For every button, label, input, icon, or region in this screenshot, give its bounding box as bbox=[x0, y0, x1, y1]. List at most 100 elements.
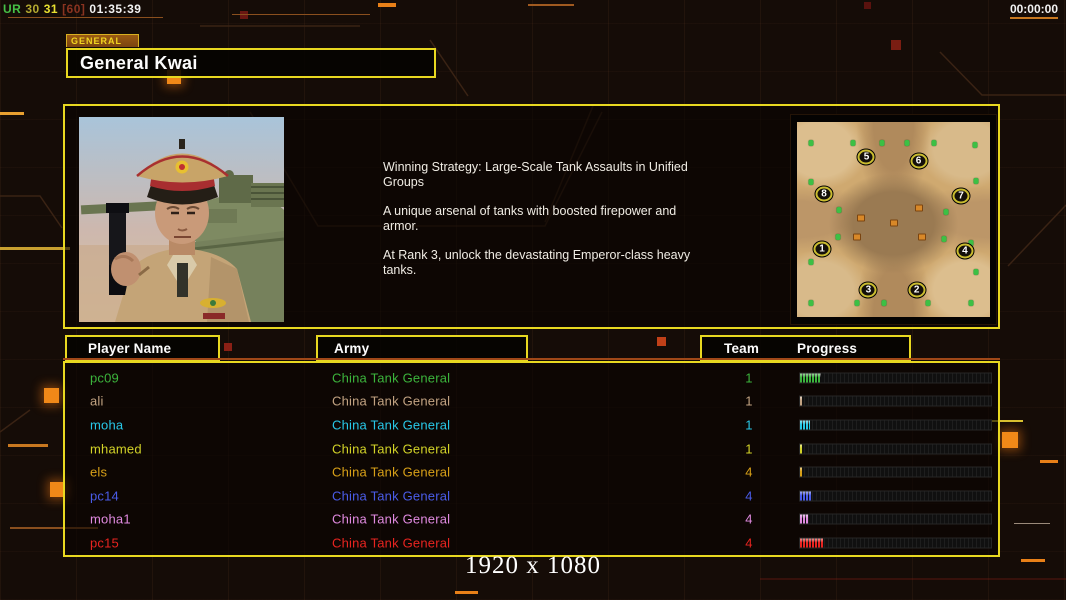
match-timer-value: 00:00:00 bbox=[1009, 2, 1058, 16]
player-name: pc14 bbox=[90, 488, 119, 504]
general-description: Winning Strategy: Large-Scale Tank Assau… bbox=[383, 160, 713, 292]
minimap-supply-dot bbox=[856, 214, 865, 222]
column-header-team-progress: Team Progress bbox=[700, 335, 911, 361]
loading-progress-bar bbox=[799, 419, 992, 431]
minimap-start-position-1: 1 bbox=[813, 241, 831, 257]
minimap-tree-dot bbox=[836, 206, 842, 213]
table-row: pc15 China Tank General 4 bbox=[65, 531, 998, 555]
general-name: General Kwai bbox=[80, 52, 198, 73]
column-header-label: Player Name bbox=[88, 340, 172, 356]
loading-progress-fill bbox=[800, 396, 802, 406]
player-team: 1 bbox=[745, 417, 753, 433]
player-table: pc09 China Tank General 1 ali China Tank Gen… bbox=[63, 361, 1000, 557]
column-header-player-name: Player Name bbox=[65, 335, 220, 361]
line-decor bbox=[1014, 523, 1050, 524]
player-team: 4 bbox=[745, 511, 753, 527]
loading-progress-fill bbox=[800, 373, 821, 383]
player-name: moha1 bbox=[90, 511, 131, 527]
player-team: 1 bbox=[745, 393, 753, 409]
minimap-tree-dot bbox=[835, 234, 841, 241]
session-value-1: 30 bbox=[25, 2, 40, 16]
red-square-decor bbox=[891, 40, 901, 50]
player-army: China Tank General bbox=[332, 441, 451, 457]
player-team: 4 bbox=[745, 464, 753, 480]
description-paragraph: Winning Strategy: Large-Scale Tank Assau… bbox=[383, 160, 688, 189]
line-decor bbox=[1009, 17, 1058, 19]
red-square-decor bbox=[224, 343, 232, 351]
session-value-3: [60] bbox=[62, 2, 86, 16]
minimap-tree-dot bbox=[941, 236, 947, 242]
table-row: moha China Tank General 1 bbox=[65, 413, 998, 437]
minimap-tree-dot bbox=[808, 140, 813, 147]
loading-progress-bar bbox=[799, 443, 992, 455]
line-decor bbox=[63, 358, 1000, 360]
line-decor bbox=[8, 17, 163, 18]
line-decor bbox=[10, 527, 98, 529]
loading-progress-bar bbox=[799, 537, 992, 549]
player-army: China Tank General bbox=[332, 511, 451, 527]
player-team: 1 bbox=[745, 441, 753, 457]
orange-square-decor bbox=[657, 337, 666, 346]
minimap-tree-dot bbox=[968, 300, 974, 307]
red-square-decor bbox=[864, 2, 871, 9]
minimap-tree-dot bbox=[931, 140, 937, 147]
loading-progress-bar bbox=[799, 372, 992, 384]
loading-progress-bar bbox=[799, 513, 992, 525]
description-paragraph: At Rank 3, unlock the devastating Empero… bbox=[383, 248, 691, 277]
red-square-decor bbox=[240, 11, 248, 19]
general-info-panel: Winning Strategy: Large-Scale Tank Assau… bbox=[63, 104, 1000, 329]
minimap-tree-dot bbox=[972, 142, 978, 149]
minimap-frame: 5 6 8 7 1 4 3 2 bbox=[790, 114, 997, 325]
session-info: UR 30 31 [60] 01:35:39 bbox=[3, 2, 145, 16]
loading-progress-bar bbox=[799, 466, 992, 478]
minimap-tree-dot bbox=[881, 300, 887, 307]
column-header-label: Progress bbox=[797, 340, 858, 356]
minimap-tree-dot bbox=[943, 208, 949, 215]
column-header-army: Army bbox=[316, 335, 528, 361]
minimap-tree-dot bbox=[904, 140, 910, 147]
minimap: 5 6 8 7 1 4 3 2 bbox=[797, 122, 990, 317]
session-value-2: 31 bbox=[43, 2, 59, 16]
player-army: China Tank General bbox=[332, 417, 451, 433]
column-header-label: Team bbox=[724, 340, 760, 356]
player-army: China Tank General bbox=[332, 488, 451, 504]
table-row: moha1 China Tank General 4 bbox=[65, 508, 998, 532]
minimap-start-position-3: 3 bbox=[859, 282, 877, 298]
line-decor bbox=[455, 591, 478, 594]
player-name: pc09 bbox=[90, 370, 119, 386]
player-team: 1 bbox=[745, 370, 753, 386]
match-timer: 00:00:00 bbox=[1009, 2, 1058, 19]
minimap-start-position-8: 8 bbox=[815, 186, 833, 202]
general-figure bbox=[106, 139, 251, 322]
minimap-tree-dot bbox=[854, 300, 860, 307]
minimap-tree-dot bbox=[973, 269, 979, 276]
player-name: mhamed bbox=[90, 441, 142, 457]
player-army: China Tank General bbox=[332, 535, 451, 551]
minimap-tree-dot bbox=[808, 300, 813, 307]
general-portrait bbox=[79, 117, 284, 322]
player-name: ali bbox=[90, 393, 104, 409]
orange-square-decor bbox=[1002, 432, 1018, 448]
player-name: moha bbox=[90, 417, 124, 433]
session-clock: 01:35:39 bbox=[89, 2, 142, 16]
minimap-tree-dot bbox=[808, 259, 813, 266]
minimap-supply-dot bbox=[889, 219, 898, 227]
line-decor bbox=[760, 578, 1066, 580]
line-decor bbox=[1021, 559, 1045, 562]
line-decor bbox=[232, 14, 370, 15]
pistol bbox=[106, 203, 141, 295]
line-decor bbox=[0, 112, 24, 115]
resolution-text: 1920 x 1080 bbox=[465, 552, 601, 579]
minimap-tree-dot bbox=[973, 177, 979, 184]
loading-progress-fill bbox=[800, 467, 802, 477]
player-team: 4 bbox=[745, 488, 753, 504]
session-tag: UR bbox=[3, 2, 22, 16]
line-decor bbox=[990, 420, 1023, 422]
player-army: China Tank General bbox=[332, 464, 451, 480]
general-tab-label: GENERAL bbox=[66, 34, 139, 47]
minimap-start-position-5: 5 bbox=[857, 149, 875, 165]
orange-square-decor bbox=[44, 388, 59, 403]
table-row: pc14 China Tank General 4 bbox=[65, 484, 998, 508]
general-name-box: General Kwai bbox=[66, 48, 436, 78]
